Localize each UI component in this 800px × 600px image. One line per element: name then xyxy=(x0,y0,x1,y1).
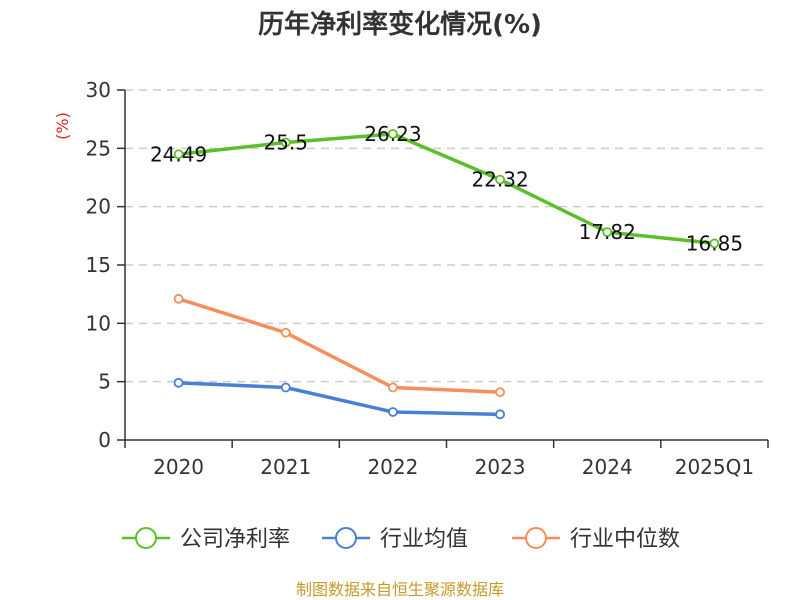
legend-marker-icon xyxy=(135,527,157,549)
data-point[interactable] xyxy=(495,387,505,398)
x-tick-label-2021: 2021 xyxy=(260,455,311,479)
legend[interactable]: 公司净利率 行业均值 行业中位数 xyxy=(122,527,680,552)
chart-title: 历年净利率变化情况(%) xyxy=(258,9,542,40)
data-point[interactable] xyxy=(388,407,398,417)
legend-marker-icon xyxy=(335,527,357,549)
data-point[interactable] xyxy=(495,174,505,185)
y-axis-unit-label: (%) xyxy=(53,112,72,140)
series-0 xyxy=(173,129,720,249)
y-tick-label-0: 0 xyxy=(98,428,111,452)
axes: 0 5 10 15 20 25 30 2020 2021 2022 2023 2024 2025Q1 xyxy=(86,78,769,479)
data-point[interactable] xyxy=(173,377,184,388)
data-label: 17.82 xyxy=(579,220,636,244)
legend-item-1[interactable]: 行业均值 xyxy=(322,527,468,552)
data-point[interactable] xyxy=(280,137,291,148)
legend-label: 行业均值 xyxy=(380,527,468,552)
data-point[interactable] xyxy=(602,227,613,238)
data-point[interactable] xyxy=(173,293,184,304)
y-tick-label-5: 5 xyxy=(98,370,111,394)
x-tick-label-2024: 2024 xyxy=(582,455,633,479)
legend-label: 公司净利率 xyxy=(180,527,290,552)
legend-item-0[interactable]: 公司净利率 xyxy=(122,527,290,552)
y-tick-label-10: 10 xyxy=(86,311,111,335)
legend-item-2[interactable]: 行业中位数 xyxy=(512,527,680,552)
data-label: 16.85 xyxy=(686,231,743,255)
x-tick-label-2023: 2023 xyxy=(475,455,526,479)
y-tick-label-20: 20 xyxy=(86,195,111,219)
grid-lines xyxy=(125,89,768,383)
data-point[interactable] xyxy=(495,409,505,420)
y-tick-label-15: 15 xyxy=(86,253,111,277)
legend-label: 行业中位数 xyxy=(570,527,680,552)
series-group xyxy=(173,129,720,420)
series-line-0 xyxy=(176,132,717,246)
series-line-1 xyxy=(176,381,502,417)
data-label: 24.49 xyxy=(150,142,207,166)
y-tick-label-25: 25 xyxy=(86,136,111,160)
y-tick-label-30: 30 xyxy=(86,78,111,102)
series-line-2 xyxy=(176,297,502,394)
data-point[interactable] xyxy=(280,382,291,393)
data-label: 22.32 xyxy=(471,168,528,192)
data-source-note: 制图数据来自恒生聚源数据库 xyxy=(296,580,504,599)
data-point[interactable] xyxy=(709,238,720,249)
series-1 xyxy=(173,377,505,420)
x-tick-label-2022: 2022 xyxy=(367,455,418,479)
data-point[interactable] xyxy=(388,382,398,393)
series-2 xyxy=(173,293,505,398)
data-label: 26.23 xyxy=(364,122,421,146)
x-tick-label-2020: 2020 xyxy=(153,455,204,479)
legend-marker-icon xyxy=(525,527,547,549)
data-labels: 24.49 25.5 26.23 22.32 17.82 16.85 xyxy=(150,122,743,255)
data-label: 25.5 xyxy=(263,131,308,155)
x-tick-label-2025Q1: 2025Q1 xyxy=(675,455,754,479)
data-point[interactable] xyxy=(280,327,291,338)
data-point[interactable] xyxy=(173,149,184,160)
data-point[interactable] xyxy=(388,129,398,139)
